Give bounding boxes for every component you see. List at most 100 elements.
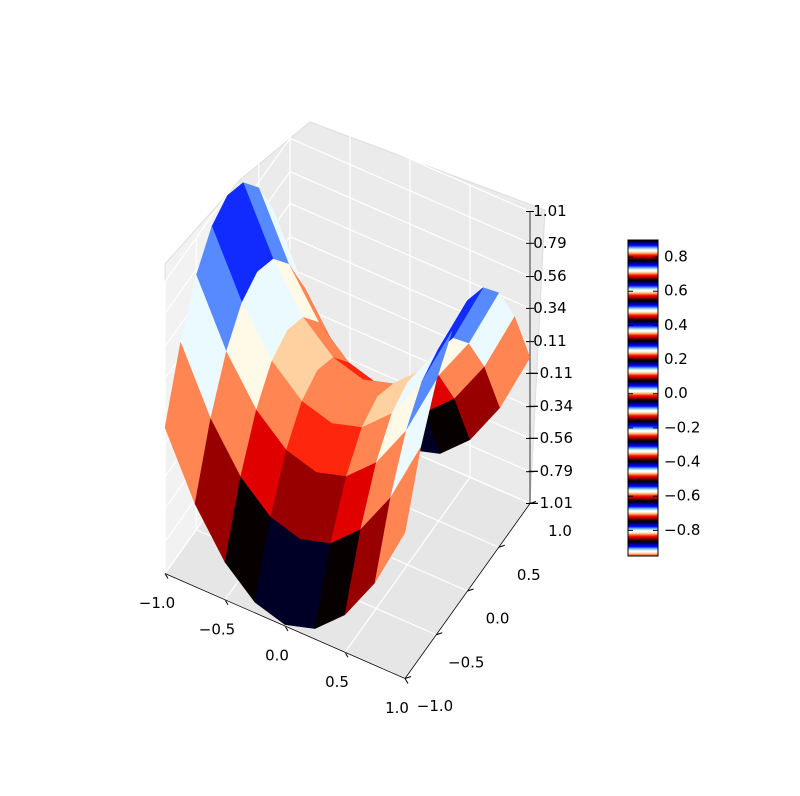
colorbar-stripe	[628, 291, 658, 294]
colorbar-stripe	[628, 412, 658, 415]
colorbar-stripe	[628, 418, 658, 420]
colorbar-stripe	[628, 553, 658, 556]
colorbar-stripe	[628, 490, 658, 493]
colorbar-stripe	[628, 518, 658, 520]
colorbar-stripe	[628, 440, 658, 442]
colorbar-stripe	[628, 389, 658, 392]
colorbar-stripe	[628, 294, 658, 297]
colorbar-stripe	[628, 547, 658, 550]
colorbar-stripe	[628, 393, 658, 396]
tick-mark	[498, 544, 505, 548]
colorbar-stripe	[628, 400, 658, 402]
colorbar-stripe	[628, 383, 658, 385]
colorbar-stripe	[628, 349, 658, 351]
colorbar-stripe	[628, 495, 658, 498]
colorbar-stripe	[628, 253, 658, 256]
colorbar-stripe	[628, 528, 658, 531]
colorbar-stripe	[628, 470, 658, 473]
z-tick-label: −0.34	[527, 397, 573, 415]
colorbar-stripe	[628, 468, 658, 471]
colorbar-stripe	[628, 453, 658, 456]
colorbar-stripe	[628, 315, 658, 318]
colorbar-stripe	[628, 510, 658, 513]
colorbar-stripe	[628, 488, 658, 491]
colorbar-stripe	[628, 278, 658, 281]
colorbar-stripe	[628, 461, 658, 463]
z-tick-label: −0.11	[527, 364, 573, 382]
colorbar-stripe	[628, 263, 658, 265]
colorbar-stripe	[628, 270, 658, 272]
colorbar-stripe	[628, 346, 658, 348]
colorbar-stripe	[628, 413, 658, 416]
colorbar-stripe	[628, 241, 658, 243]
colorbar-stripe	[628, 520, 658, 522]
colorbar-stripe	[628, 474, 658, 477]
colorbar-stripe	[628, 297, 658, 300]
colorbar-stripe	[628, 357, 658, 360]
colorbar-stripe	[628, 337, 658, 340]
colorbar-stripe	[628, 368, 658, 370]
colorbar-stripe	[628, 484, 658, 486]
grid-line	[289, 105, 531, 213]
z-tick-label: 1.01	[533, 202, 566, 220]
colorbar-stripe	[628, 455, 658, 458]
colorbar-stripe	[628, 503, 658, 505]
colorbar-stripe	[628, 525, 658, 527]
colorbar-stripe	[628, 477, 658, 479]
colorbar-stripe	[628, 247, 658, 249]
colorbar-stripe	[628, 504, 658, 506]
colorbar-stripe	[628, 265, 658, 267]
colorbar-stripe	[628, 310, 658, 313]
colorbar-stripe	[628, 436, 658, 439]
colorbar-stripe	[628, 502, 658, 504]
colorbar-stripe	[628, 271, 658, 274]
colorbar-stripe	[628, 408, 658, 410]
colorbar-stripe	[628, 347, 658, 349]
colorbar-stripe	[628, 326, 658, 328]
colorbar-tick-label: −0.8	[664, 521, 700, 539]
colorbar-stripe	[628, 280, 658, 282]
colorbar-stripe	[628, 508, 658, 511]
colorbar-stripe	[628, 262, 658, 264]
colorbar-stripe	[628, 373, 658, 376]
colorbar-stripe	[628, 356, 658, 359]
colorbar-stripe	[628, 450, 658, 453]
colorbar-stripe	[628, 426, 658, 428]
colorbar-tick-label: 0.8	[664, 248, 688, 266]
colorbar-stripe	[628, 350, 658, 353]
colorbar-stripe	[628, 448, 658, 451]
colorbar-stripe	[628, 252, 658, 255]
colorbar-stripe	[628, 295, 658, 298]
colorbar-stripe	[628, 482, 658, 484]
colorbar-stripe	[628, 287, 658, 289]
z-tick-label: 0.79	[533, 234, 566, 252]
colorbar-stripe	[628, 535, 658, 538]
colorbar-stripe	[628, 317, 658, 320]
colorbar-stripe	[628, 444, 658, 446]
colorbar-stripe	[628, 372, 658, 375]
colorbar-stripe	[628, 515, 658, 518]
colorbar-stripe	[628, 377, 658, 380]
colorbar-stripe	[628, 466, 658, 468]
y-tick-label: −1.0	[417, 697, 453, 715]
colorbar-stripe	[628, 304, 658, 306]
colorbar-stripe	[628, 394, 658, 397]
colorbar-stripe	[628, 402, 658, 404]
colorbar-stripe	[628, 305, 658, 307]
colorbar-stripe	[628, 498, 658, 500]
colorbar-stripe	[628, 306, 658, 308]
colorbar-stripe	[628, 380, 658, 382]
colorbar-stripe	[628, 301, 658, 303]
colorbar-stripe	[628, 407, 658, 409]
colorbar-stripe	[628, 316, 658, 319]
colorbar-stripe	[628, 540, 658, 542]
colorbar-stripe	[628, 505, 658, 507]
colorbar-stripe	[628, 492, 658, 495]
z-tick-label: −0.79	[527, 462, 573, 480]
colorbar-stripe	[628, 403, 658, 405]
colorbar-stripe	[628, 405, 658, 407]
colorbar-stripe	[628, 501, 658, 503]
colorbar-stripe	[628, 274, 658, 277]
colorbar-stripe	[628, 551, 658, 554]
